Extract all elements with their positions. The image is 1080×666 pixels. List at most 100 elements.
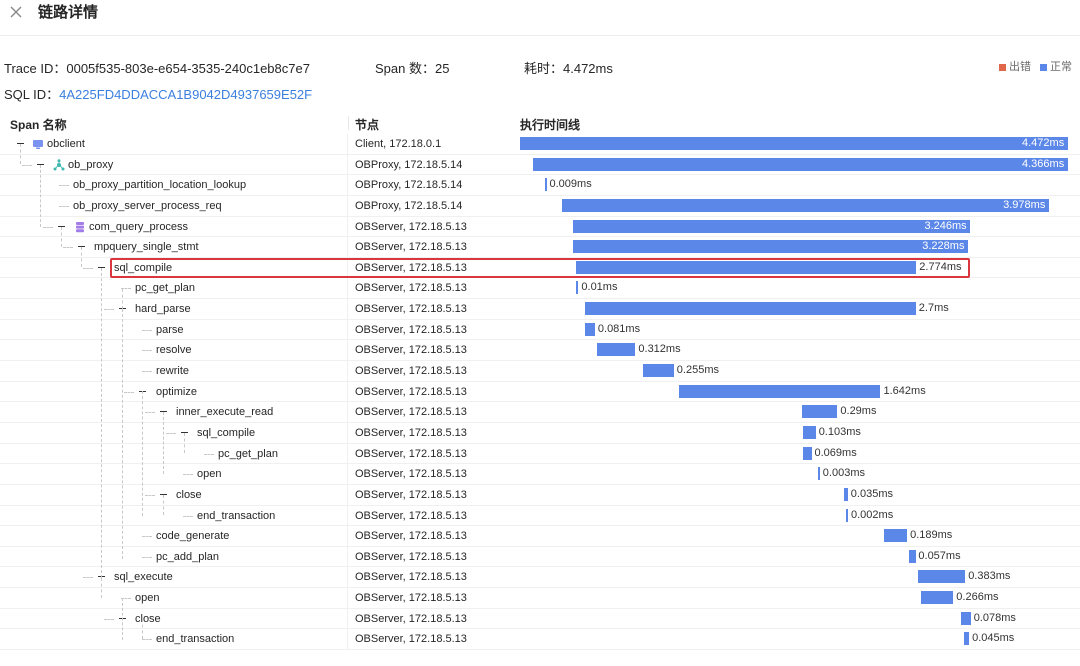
timeline-cell: 0.057ms: [480, 547, 1080, 567]
span-name: rewrite: [156, 365, 190, 378]
duration-bar[interactable]: [803, 425, 816, 439]
duration-bar[interactable]: [544, 178, 547, 192]
node-cell: OBServer, 172.18.5.13: [349, 506, 479, 526]
timeline-cell: 2.774ms: [480, 258, 1080, 278]
duration-bar[interactable]: [584, 322, 595, 336]
column-header-span-name: Span 名称: [10, 118, 67, 132]
duration-bar[interactable]: [963, 632, 970, 646]
duration-bar[interactable]: [920, 591, 954, 605]
tree-connector: [59, 205, 69, 207]
collapse-toggle-icon[interactable]: [159, 407, 169, 417]
table-row[interactable]: rewrite OBServer, 172.18.5.13 0.255ms: [0, 361, 1080, 382]
table-row[interactable]: ob_proxy OBProxy, 172.18.5.14 4.366ms: [0, 154, 1080, 176]
collapse-toggle-icon[interactable]: [118, 304, 128, 314]
duration-bar[interactable]: [883, 529, 908, 543]
node-cell: Client, 172.18.0.1: [349, 134, 479, 154]
table-row[interactable]: pc_get_plan OBServer, 172.18.5.13 0.01ms: [0, 278, 1080, 300]
duration-bar[interactable]: [576, 260, 917, 274]
collapse-toggle-icon[interactable]: [57, 222, 67, 232]
tree-guide-line: [142, 391, 143, 516]
duration-label: 1.642ms: [883, 384, 926, 397]
table-row[interactable]: pc_get_plan OBServer, 172.18.5.13 0.069ms: [0, 443, 1080, 465]
database-icon: [74, 221, 86, 233]
table-row[interactable]: inner_execute_read OBServer, 172.18.5.13 0…: [0, 402, 1080, 423]
timeline-cell: 0.255ms: [480, 361, 1080, 381]
sql-id-row: SQL ID：4A225FD4DDACCA1B9042D4937659E52F: [4, 87, 312, 103]
span-name: open: [135, 592, 160, 605]
close-icon[interactable]: [8, 4, 24, 20]
table-row[interactable]: open OBServer, 172.18.5.13 0.266ms: [0, 588, 1080, 609]
node-cell: OBServer, 172.18.5.13: [349, 526, 479, 546]
span-name: obclient: [47, 138, 85, 150]
node-cell: OBServer, 172.18.5.13: [349, 217, 479, 237]
table-row[interactable]: close OBServer, 172.18.5.13 0.078ms: [0, 608, 1080, 630]
node-label: OBProxy, 172.18.5.14: [355, 179, 463, 192]
table-row[interactable]: obclient Client, 172.18.0.1 4.472ms: [0, 134, 1080, 155]
client-icon: [32, 138, 44, 150]
duration-bar[interactable]: [843, 487, 848, 501]
node-cell: OBServer, 172.18.5.13: [349, 402, 479, 422]
duration-bar[interactable]: [801, 405, 838, 419]
node-label: OBServer, 172.18.5.13: [355, 447, 467, 460]
collapse-toggle-icon[interactable]: [16, 139, 26, 149]
node-label: OBServer, 172.18.5.13: [355, 509, 467, 522]
node-label: OBServer, 172.18.5.13: [355, 468, 467, 481]
tree-connector: [43, 226, 53, 228]
collapse-toggle-icon[interactable]: [97, 263, 107, 273]
timeline-cell: 0.003ms: [480, 464, 1080, 484]
table-row[interactable]: optimize OBServer, 172.18.5.13 1.642ms: [0, 381, 1080, 403]
duration-bar[interactable]: [576, 281, 579, 295]
duration-bar[interactable]: [918, 570, 966, 584]
table-row[interactable]: close OBServer, 172.18.5.13 0.035ms: [0, 484, 1080, 506]
collapse-toggle-icon[interactable]: [180, 428, 190, 438]
table-row[interactable]: pc_add_plan OBServer, 172.18.5.13 0.057ms: [0, 546, 1080, 568]
duration-bar[interactable]: [597, 343, 636, 357]
duration-bar[interactable]: [961, 611, 971, 625]
duration-bar[interactable]: [561, 198, 1050, 212]
duration-bar[interactable]: [846, 508, 848, 522]
duration-bar[interactable]: [572, 219, 971, 233]
table-row[interactable]: ob_proxy_server_process_req OBProxy, 172.…: [0, 195, 1080, 217]
table-row[interactable]: resolve OBServer, 172.18.5.13 0.312ms: [0, 340, 1080, 362]
duration-bar[interactable]: [817, 467, 820, 481]
tree-guide-line: [81, 247, 82, 267]
collapse-toggle-icon[interactable]: [118, 614, 128, 624]
table-row[interactable]: hard_parse OBServer, 172.18.5.13 2.7ms: [0, 299, 1080, 320]
duration-bar[interactable]: [679, 384, 881, 398]
node-cell: OBServer, 172.18.5.13: [349, 485, 479, 505]
table-row[interactable]: parse OBServer, 172.18.5.13 0.081ms: [0, 319, 1080, 341]
table-row[interactable]: ob_proxy_partition_location_lookup OBProx…: [0, 175, 1080, 196]
duration-bar[interactable]: [584, 302, 916, 316]
duration-bar[interactable]: [520, 137, 1068, 150]
node-label: OBServer, 172.18.5.13: [355, 488, 467, 501]
table-row[interactable]: end_transaction OBServer, 172.18.5.13 0.00…: [0, 505, 1080, 527]
sql-id-link[interactable]: 4A225FD4DDACCA1B9042D4937659E52F: [59, 87, 313, 102]
span-name: sql_execute: [114, 571, 173, 584]
duration-bar[interactable]: [533, 157, 1068, 171]
duration-label: 2.774ms: [919, 260, 962, 273]
duration-bar[interactable]: [642, 364, 674, 378]
node-cell: OBServer, 172.18.5.13: [349, 320, 479, 340]
duration-bar[interactable]: [803, 446, 812, 460]
table-row[interactable]: mpquery_single_stmt OBServer, 172.18.5.13…: [0, 237, 1080, 258]
node-label: OBProxy, 172.18.5.14: [355, 158, 463, 171]
collapse-toggle-icon[interactable]: [138, 387, 148, 397]
table-row[interactable]: sql_compile OBServer, 172.18.5.13 2.774ms: [0, 257, 1080, 279]
node-cell: OBServer, 172.18.5.13: [349, 588, 479, 608]
duration-bar[interactable]: [908, 549, 916, 563]
span-name: sql_compile: [197, 426, 256, 439]
tree-guide-line: [163, 412, 164, 474]
table-row[interactable]: sql_compile OBServer, 172.18.5.13 0.103ms: [0, 422, 1080, 444]
span-name-cell: resolve: [0, 340, 348, 361]
span-name-cell: ob_proxy: [0, 154, 348, 175]
table-row[interactable]: open OBServer, 172.18.5.13 0.003ms: [0, 464, 1080, 485]
table-row[interactable]: code_generate OBServer, 172.18.5.13 0.189m…: [0, 526, 1080, 547]
table-row[interactable]: end_transaction OBServer, 172.18.5.13 0.04…: [0, 629, 1080, 651]
duration-bar[interactable]: [572, 240, 969, 254]
collapse-toggle-icon[interactable]: [159, 490, 169, 500]
collapse-toggle-icon[interactable]: [97, 572, 107, 582]
collapse-toggle-icon[interactable]: [77, 242, 87, 252]
table-row[interactable]: sql_execute OBServer, 172.18.5.13 0.383ms: [0, 567, 1080, 589]
table-row[interactable]: com_query_process OBServer, 172.18.5.13 3.…: [0, 216, 1080, 238]
collapse-toggle-icon[interactable]: [36, 160, 46, 170]
